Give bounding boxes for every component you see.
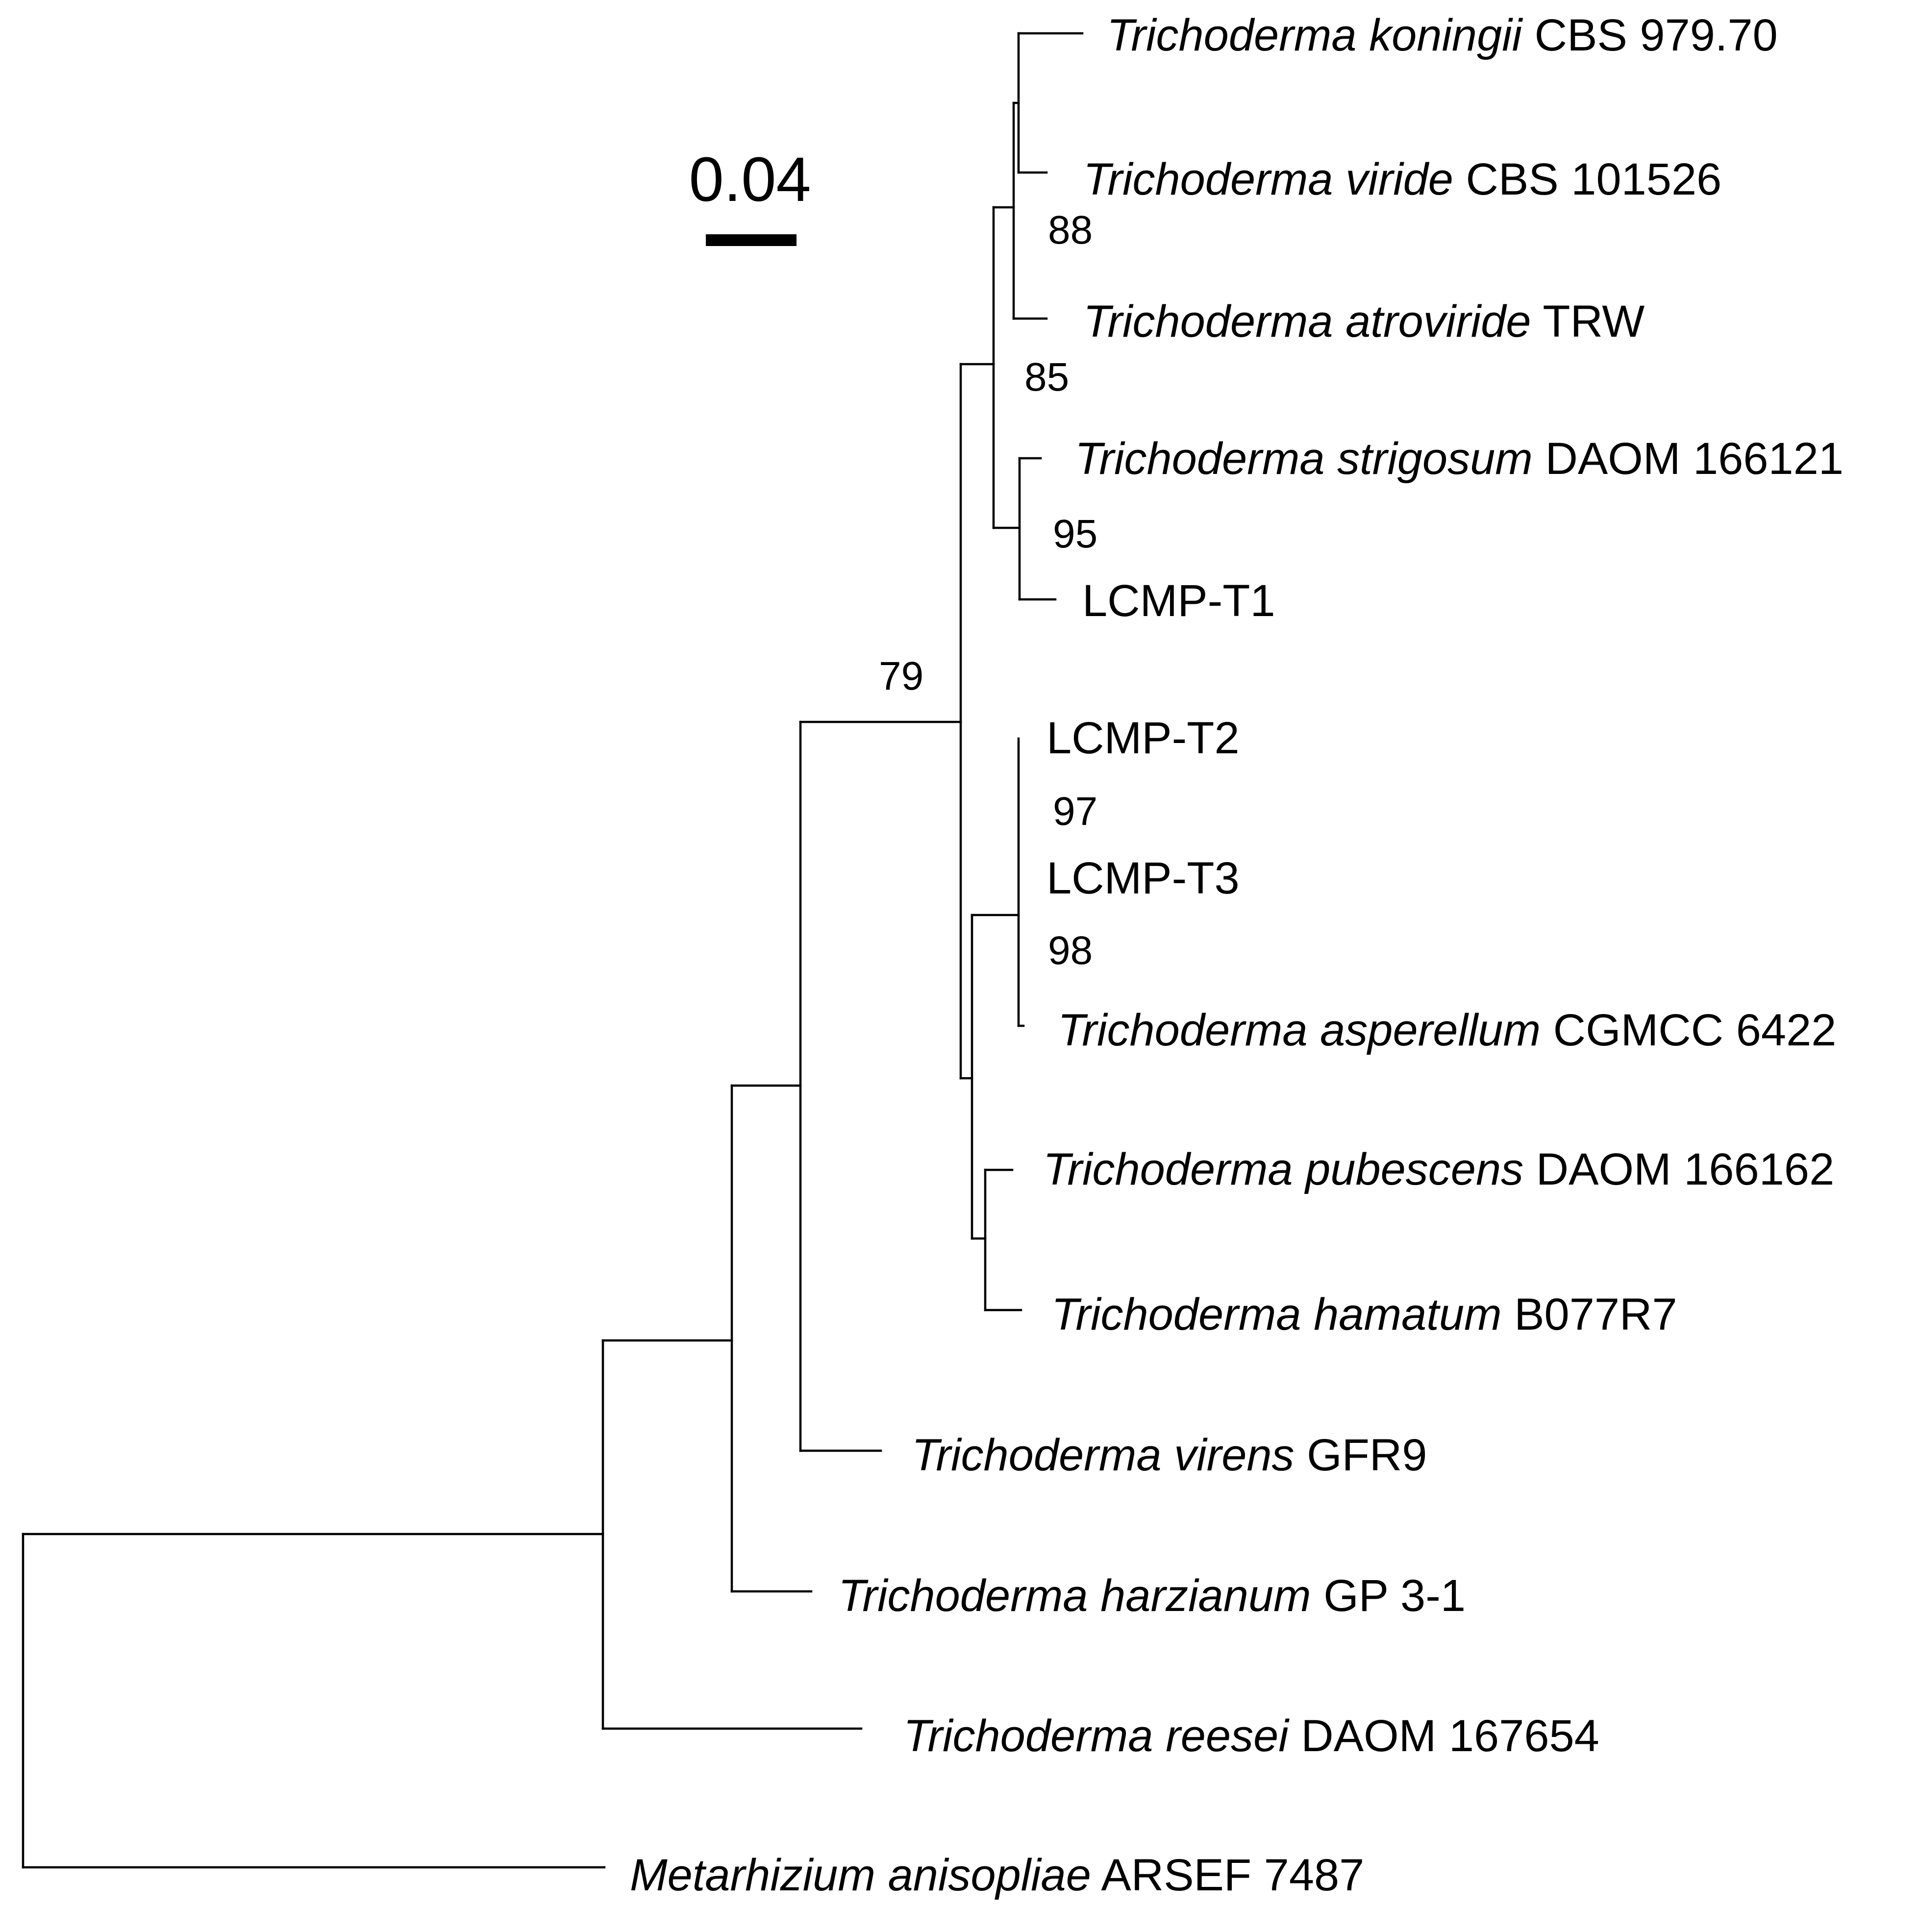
taxon-label-viride: Trichoderma viride CBS 101526 xyxy=(1083,154,1721,204)
bootstrap-value: 97 xyxy=(1053,789,1097,834)
taxon-label-koningii: Trichoderma koningii CBS 979.70 xyxy=(1107,10,1778,60)
taxon-label-asperellum: Trichoderma asperellum CGMCC 6422 xyxy=(1058,1005,1836,1055)
taxon-label-anisopliae: Metarhizium anisopliae ARSEF 7487 xyxy=(630,1850,1364,1900)
bootstrap-value: 85 xyxy=(1024,355,1069,399)
scale-bar: 0.04 xyxy=(689,145,811,246)
taxon-label-lcmp-t1: LCMP-T1 xyxy=(1082,576,1275,626)
taxon-labels: Trichoderma koningii CBS 979.70 Trichode… xyxy=(630,10,1843,1900)
taxon-label-lcmp-t2: LCMP-T2 xyxy=(1046,713,1240,763)
taxon-label-strigosum: Trichoderma strigosum DAOM 166121 xyxy=(1075,434,1843,484)
taxon-label-pubescens: Trichoderma pubescens DAOM 166162 xyxy=(1043,1144,1834,1194)
tree-branches xyxy=(22,32,1084,1869)
bootstrap-values: 88 85 95 79 97 98 xyxy=(879,208,1097,973)
bootstrap-value: 79 xyxy=(879,654,923,698)
taxon-label-atroviride: Trichoderma atroviride TRW xyxy=(1083,297,1644,347)
taxon-label-hamatum: Trichoderma hamatum B077R7 xyxy=(1051,1289,1677,1339)
scale-bar-label: 0.04 xyxy=(689,145,811,215)
taxon-label-virens: Trichoderma virens GFR9 xyxy=(912,1430,1427,1480)
bootstrap-value: 98 xyxy=(1048,928,1093,973)
taxon-label-reesei: Trichoderma reesei DAOM 167654 xyxy=(903,1711,1599,1761)
taxon-label-harzianum: Trichoderma harzianum GP 3-1 xyxy=(838,1571,1466,1621)
bootstrap-value: 88 xyxy=(1048,208,1093,252)
bootstrap-value: 95 xyxy=(1053,512,1097,556)
taxon-label-lcmp-t3: LCMP-T3 xyxy=(1046,853,1240,903)
